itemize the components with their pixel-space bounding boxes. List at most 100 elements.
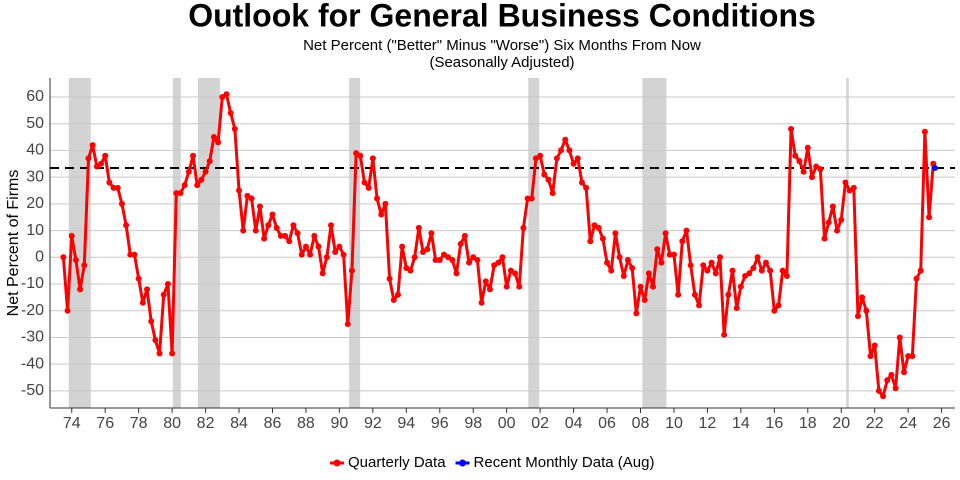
data-point [549, 190, 556, 197]
data-point [746, 270, 753, 277]
x-tick-label: 08 [632, 415, 650, 432]
data-point [604, 259, 611, 266]
data-point [834, 227, 841, 234]
data-point [566, 147, 573, 154]
x-tick-label: 94 [397, 415, 415, 432]
data-point [181, 182, 188, 189]
data-point [332, 248, 339, 255]
y-tick-label: 40 [26, 142, 44, 159]
data-point [721, 331, 728, 338]
data-point [390, 297, 397, 304]
data-point [77, 286, 84, 293]
data-point [106, 179, 113, 186]
data-point [206, 158, 213, 165]
data-point [394, 291, 401, 298]
data-point [687, 262, 694, 269]
data-point [700, 262, 707, 269]
data-point [131, 251, 138, 258]
y-tick-label: -50 [21, 382, 44, 399]
data-point [558, 147, 565, 154]
data-point [896, 334, 903, 341]
data-point [374, 195, 381, 202]
data-point [361, 179, 368, 186]
data-point [248, 195, 255, 202]
data-point [357, 152, 364, 159]
legend-swatch [459, 459, 467, 467]
data-point [340, 251, 347, 258]
legend-swatch [333, 459, 341, 467]
y-tick-label: 20 [26, 195, 44, 212]
data-point [378, 211, 385, 218]
data-point [277, 232, 284, 239]
data-point [432, 256, 439, 263]
data-point [729, 267, 736, 274]
data-point [905, 353, 912, 360]
data-point [645, 270, 652, 277]
data-point [850, 184, 857, 191]
data-point [156, 350, 163, 357]
data-point [449, 256, 456, 263]
data-point [821, 235, 828, 242]
data-point [210, 134, 217, 141]
data-point [478, 299, 485, 306]
data-point [783, 273, 790, 279]
data-point [658, 259, 665, 266]
data-point [696, 302, 703, 309]
data-point [654, 246, 661, 253]
recession-shade [528, 78, 540, 408]
data-point [612, 230, 619, 237]
data-point [909, 353, 916, 360]
y-axis-label: Net Percent of Firms [5, 170, 22, 317]
data-point [269, 211, 276, 218]
x-tick-label: 76 [96, 415, 114, 432]
data-point [307, 251, 314, 258]
x-tick-label: 12 [699, 415, 717, 432]
data-point [620, 273, 627, 279]
data-point [319, 270, 326, 277]
data-point [931, 165, 938, 172]
data-point [453, 270, 460, 277]
x-tick-label: 84 [230, 415, 248, 432]
recession-shade [197, 78, 220, 408]
x-tick-label: 74 [63, 415, 81, 432]
data-point [587, 238, 594, 245]
x-tick-label: 14 [732, 415, 750, 432]
data-point [315, 243, 322, 250]
data-point [85, 155, 92, 162]
data-point [123, 222, 130, 229]
data-point [428, 230, 435, 237]
x-tick-label: 24 [899, 415, 917, 432]
data-point [712, 270, 719, 277]
data-point [240, 227, 247, 234]
data-point [365, 184, 372, 191]
data-point [608, 267, 615, 274]
data-point [436, 256, 443, 263]
x-tick-label: 02 [531, 415, 549, 432]
y-tick-label: 0 [35, 249, 44, 266]
data-point [583, 184, 590, 191]
data-point [466, 259, 473, 266]
data-point [595, 224, 602, 231]
data-point [461, 232, 468, 239]
data-point [884, 377, 891, 384]
data-point [762, 259, 769, 266]
data-point [704, 267, 711, 274]
data-point [662, 230, 669, 237]
data-point [495, 259, 502, 266]
data-point [637, 283, 644, 290]
data-point [185, 168, 192, 175]
data-point [64, 307, 71, 314]
y-tick-label: -30 [21, 329, 44, 346]
data-point [574, 155, 581, 162]
data-point [194, 182, 201, 189]
data-point [867, 353, 874, 360]
data-point [282, 232, 289, 239]
data-point [118, 200, 125, 207]
data-point [829, 203, 836, 210]
data-point [486, 286, 493, 293]
data-point [261, 235, 268, 242]
data-point [633, 310, 640, 317]
data-point [570, 160, 577, 167]
data-point [926, 214, 933, 221]
data-point [148, 318, 155, 325]
